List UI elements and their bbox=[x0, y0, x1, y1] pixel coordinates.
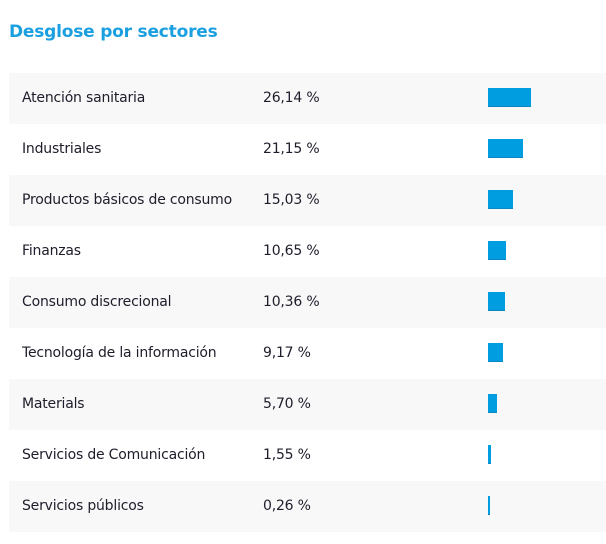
sector-value: 0,26 % bbox=[263, 498, 311, 514]
sector-value: 10,65 % bbox=[263, 243, 320, 259]
sector-breakdown-table: Atención sanitaria 26,14 % Industriales 21,… bbox=[9, 73, 606, 532]
sector-value: 26,14 % bbox=[263, 90, 320, 106]
sector-bar bbox=[488, 292, 506, 311]
sector-bar bbox=[488, 394, 498, 413]
table-row: Servicios de Comunicación 1,55 % bbox=[9, 430, 606, 481]
sector-value: 5,70 % bbox=[263, 396, 311, 412]
sector-value: 10,36 % bbox=[263, 294, 320, 310]
sector-bar bbox=[488, 343, 504, 362]
sector-label: Productos básicos de consumo bbox=[22, 192, 232, 208]
table-row: Servicios públicos 0,26 % bbox=[9, 481, 606, 532]
sector-label: Industriales bbox=[22, 141, 102, 157]
sector-label: Tecnología de la información bbox=[22, 345, 217, 361]
sector-bar bbox=[488, 241, 506, 260]
table-row: Finanzas 10,65 % bbox=[9, 226, 606, 277]
table-row: Productos básicos de consumo 15,03 % bbox=[9, 175, 606, 226]
sector-bar bbox=[488, 445, 491, 464]
sector-label: Finanzas bbox=[22, 243, 81, 259]
sector-value: 15,03 % bbox=[263, 192, 320, 208]
sector-bar bbox=[488, 190, 513, 209]
sector-label: Servicios de Comunicación bbox=[22, 447, 206, 463]
sector-value: 21,15 % bbox=[263, 141, 320, 157]
table-row: Materials 5,70 % bbox=[9, 379, 606, 430]
sector-label: Servicios públicos bbox=[22, 498, 144, 514]
section-title: Desglose por sectores bbox=[9, 22, 218, 42]
table-row: Atención sanitaria 26,14 % bbox=[9, 73, 606, 124]
sector-label: Materials bbox=[22, 396, 85, 412]
sector-bar bbox=[488, 496, 490, 515]
sector-value: 1,55 % bbox=[263, 447, 311, 463]
sector-label: Atención sanitaria bbox=[22, 90, 146, 106]
table-row: Industriales 21,15 % bbox=[9, 124, 606, 175]
sector-value: 9,17 % bbox=[263, 345, 311, 361]
sector-label: Consumo discrecional bbox=[22, 294, 172, 310]
table-row: Consumo discrecional 10,36 % bbox=[9, 277, 606, 328]
sector-bar bbox=[488, 139, 523, 158]
table-row: Tecnología de la información 9,17 % bbox=[9, 328, 606, 379]
sector-bar bbox=[488, 88, 532, 107]
